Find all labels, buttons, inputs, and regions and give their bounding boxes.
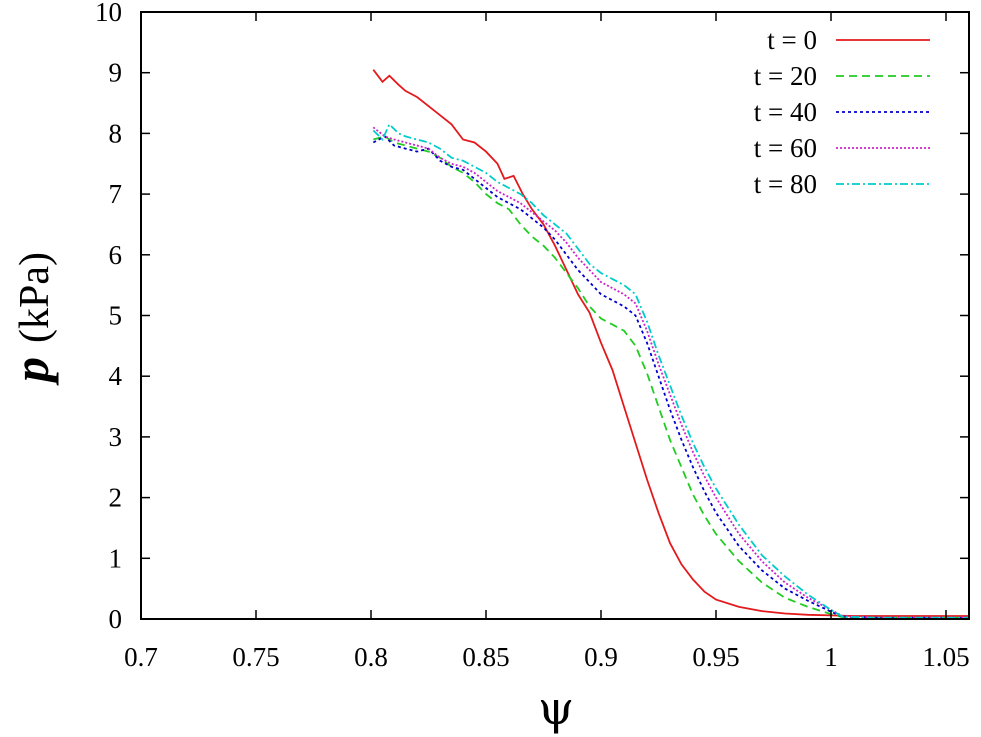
y-tick-label: 2 (109, 483, 123, 513)
y-tick-label: 8 (109, 118, 123, 148)
y-tick-label: 0 (109, 604, 123, 634)
y-tick-label: 7 (109, 179, 123, 209)
y-tick-label: 4 (109, 361, 123, 391)
axis-ticks: 0 1 2 3 4 5 6 7 8 9 10 0.7 0.75 0.8 0.85 0.9 0.95 1 1.05 (95, 0, 970, 672)
y-tick-label: 10 (95, 0, 122, 27)
series-line-3 (372, 126, 969, 619)
plot-area-frame (140, 11, 970, 620)
y-tick-label: 1 (109, 543, 123, 573)
x-tick-label: 0.75 (232, 642, 279, 672)
legend-label-0: t = 0 (767, 25, 817, 55)
y-tick-label: 5 (109, 301, 123, 331)
legend: t = 0 t = 20 t = 40 t = 60 t = 80 (754, 25, 930, 199)
series-layer (372, 69, 969, 619)
y-tick-label: 3 (109, 422, 123, 452)
series-line-0 (372, 69, 969, 617)
x-tick-label: 0.8 (354, 642, 388, 672)
x-tick-label: 0.85 (462, 642, 509, 672)
x-tick-label: 0.95 (692, 642, 739, 672)
series-line-4 (372, 122, 969, 619)
legend-label-3: t = 60 (754, 133, 817, 163)
y-axis-title: p (kPa) (3, 252, 59, 386)
y-axis-unit: (kPa) (12, 252, 58, 343)
y-axis-symbol: p (3, 357, 59, 386)
legend-label-2: t = 40 (754, 97, 817, 127)
x-tick-label: 1.05 (922, 642, 969, 672)
legend-label-1: t = 20 (754, 61, 817, 91)
x-tick-label: 0.9 (584, 642, 618, 672)
y-tick-label: 6 (109, 240, 123, 270)
x-axis-title: ψ (538, 681, 574, 735)
legend-label-4: t = 80 (754, 169, 817, 199)
series-line-2 (372, 135, 969, 619)
x-tick-label: 1 (824, 642, 838, 672)
x-tick-label: 0.7 (124, 642, 158, 672)
y-tick-label: 9 (109, 58, 123, 88)
